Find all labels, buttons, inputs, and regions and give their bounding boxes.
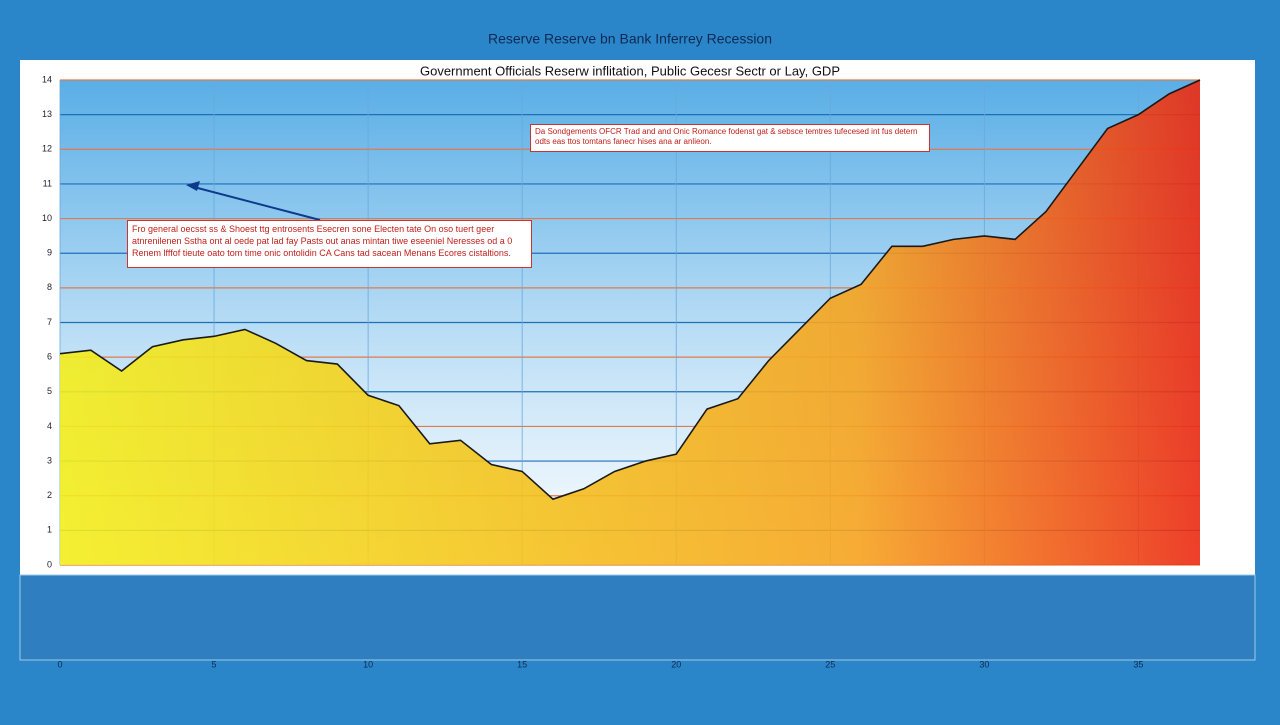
annotation-box: Da Sondgements OFCR Trad and and Onic Ro… [530, 124, 930, 152]
y-tick-label: 10 [42, 213, 52, 223]
y-tick-label: 4 [47, 421, 52, 431]
y-tick-label: 14 [42, 74, 52, 84]
area [60, 80, 1200, 565]
chart-subtitle: Government Officials Reserw inflitation,… [420, 63, 840, 78]
arrow [189, 185, 321, 221]
x-tick-label: 30 [979, 659, 989, 669]
y-tick-label: 0 [47, 559, 52, 569]
x-tick-label: 25 [825, 659, 835, 669]
y-tick-label: 9 [47, 248, 52, 258]
y-tick-label: 11 [43, 178, 52, 188]
annotation: Da Sondgements OFCR Trad and and Onic Ro… [530, 124, 930, 152]
x-tick-label: 20 [671, 659, 681, 669]
y-tick-label: 5 [47, 386, 52, 396]
x-tick-label: 0 [57, 659, 62, 669]
arrowhead [186, 181, 200, 191]
chart-title: Reserve Reserve bn Bank Inferrey Recessi… [488, 31, 772, 47]
y-tick-label: 13 [42, 109, 52, 119]
annotation: Fro general oecsst ss & Shoest ttg entro… [127, 220, 532, 268]
x-tick-label: 15 [517, 659, 527, 669]
y-tick-label: 7 [47, 317, 52, 327]
y-tick-label: 3 [47, 455, 52, 465]
x-tick-label: 35 [1133, 659, 1143, 669]
x-tick-label: 5 [212, 659, 217, 669]
bottom-table [19, 574, 1256, 661]
y-tick-label: 12 [42, 144, 52, 154]
line [59, 79, 1201, 501]
x-tick-label: 10 [363, 659, 373, 669]
y-tick-label: 2 [47, 490, 52, 500]
y-tick-label: 8 [47, 282, 52, 292]
annotation-box: Fro general oecsst ss & Shoest ttg entro… [127, 220, 532, 268]
y-tick-label: 6 [47, 352, 52, 362]
y-tick-label: 1 [47, 525, 52, 535]
